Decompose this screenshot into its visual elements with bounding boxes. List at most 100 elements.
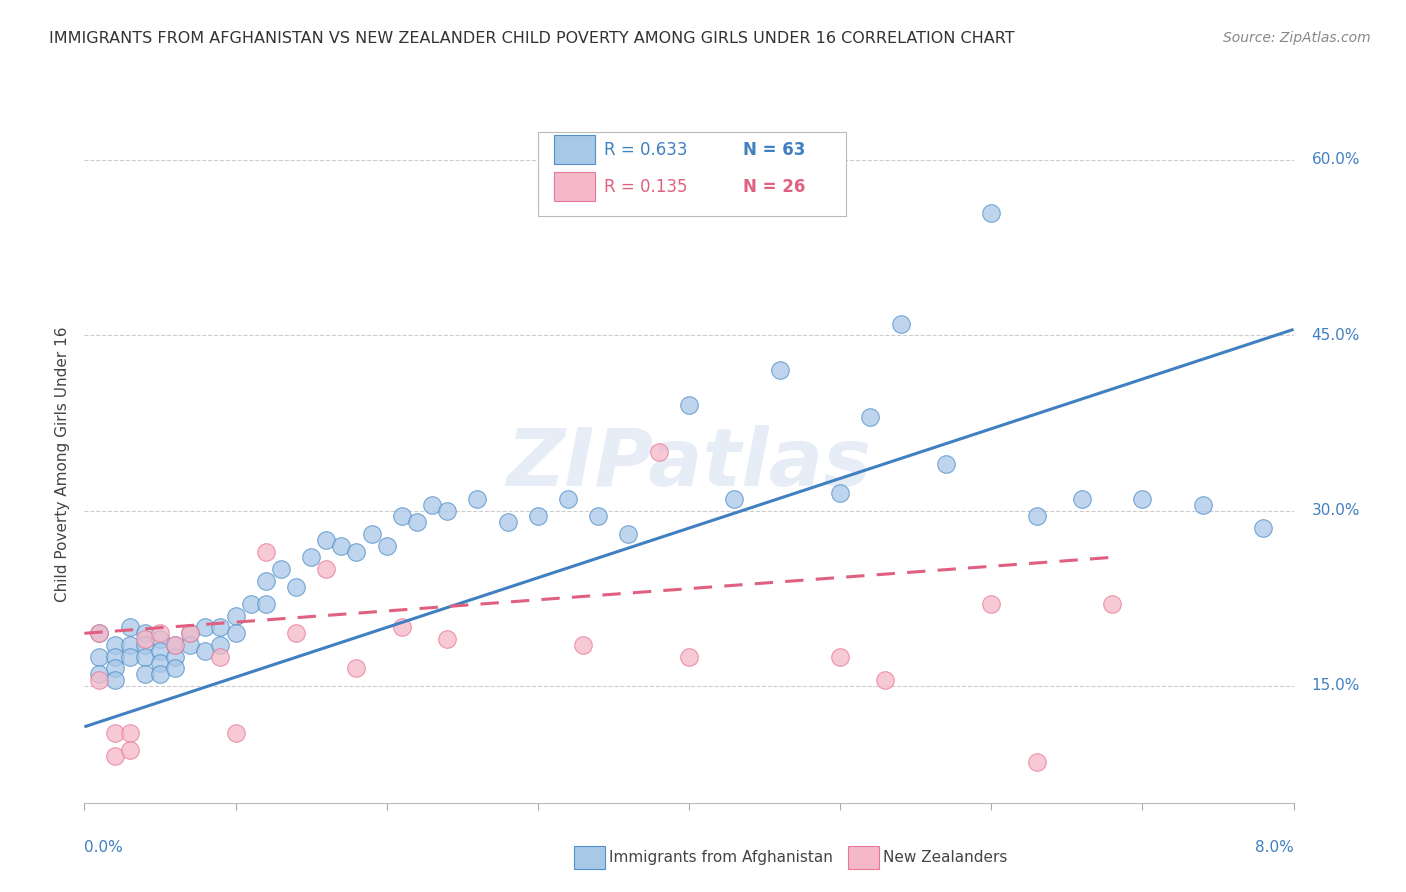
Text: Source: ZipAtlas.com: Source: ZipAtlas.com bbox=[1223, 31, 1371, 45]
Point bbox=[89, 667, 111, 681]
Point bbox=[527, 509, 550, 524]
Point bbox=[830, 649, 852, 664]
Point bbox=[420, 498, 443, 512]
Point bbox=[1025, 509, 1047, 524]
Point bbox=[134, 667, 156, 681]
Point bbox=[572, 638, 595, 652]
Point bbox=[134, 649, 156, 664]
Point bbox=[89, 626, 111, 640]
Point bbox=[299, 550, 322, 565]
Point bbox=[346, 661, 368, 675]
Point bbox=[1101, 597, 1123, 611]
Point bbox=[769, 363, 792, 377]
Point bbox=[391, 620, 413, 634]
Text: R = 0.135: R = 0.135 bbox=[605, 178, 688, 196]
Point bbox=[104, 725, 127, 739]
FancyBboxPatch shape bbox=[574, 846, 605, 869]
Text: N = 26: N = 26 bbox=[744, 178, 806, 196]
Point bbox=[830, 486, 852, 500]
Text: IMMIGRANTS FROM AFGHANISTAN VS NEW ZEALANDER CHILD POVERTY AMONG GIRLS UNDER 16 : IMMIGRANTS FROM AFGHANISTAN VS NEW ZEALA… bbox=[49, 31, 1015, 46]
Point bbox=[225, 626, 247, 640]
Point bbox=[149, 656, 172, 670]
Point bbox=[194, 644, 217, 658]
Point bbox=[254, 574, 277, 588]
Point bbox=[980, 597, 1002, 611]
Text: 30.0%: 30.0% bbox=[1312, 503, 1360, 518]
Point bbox=[436, 632, 458, 647]
Text: 60.0%: 60.0% bbox=[1312, 153, 1360, 168]
FancyBboxPatch shape bbox=[554, 135, 595, 163]
Point bbox=[225, 608, 247, 623]
Text: New Zealanders: New Zealanders bbox=[883, 850, 1007, 864]
Point bbox=[890, 317, 912, 331]
Point bbox=[118, 743, 141, 757]
Point bbox=[104, 673, 127, 687]
Point bbox=[647, 445, 671, 459]
Point bbox=[104, 749, 127, 764]
Point bbox=[89, 673, 111, 687]
Point bbox=[1192, 498, 1215, 512]
Text: 45.0%: 45.0% bbox=[1312, 327, 1360, 343]
Point bbox=[391, 509, 413, 524]
Point bbox=[617, 527, 640, 541]
FancyBboxPatch shape bbox=[848, 846, 879, 869]
Point bbox=[1251, 521, 1274, 535]
Point bbox=[134, 626, 156, 640]
Point bbox=[165, 649, 187, 664]
Point bbox=[330, 539, 353, 553]
Point bbox=[165, 638, 187, 652]
Point bbox=[557, 491, 579, 506]
Point bbox=[209, 649, 232, 664]
Point bbox=[89, 649, 111, 664]
Point bbox=[104, 661, 127, 675]
Point bbox=[436, 503, 458, 517]
Text: 0.0%: 0.0% bbox=[84, 840, 124, 855]
Point bbox=[89, 626, 111, 640]
Text: N = 63: N = 63 bbox=[744, 141, 806, 159]
Point bbox=[165, 638, 187, 652]
Point bbox=[935, 457, 957, 471]
Point bbox=[239, 597, 262, 611]
Point bbox=[678, 649, 700, 664]
Text: Immigrants from Afghanistan: Immigrants from Afghanistan bbox=[609, 850, 832, 864]
Point bbox=[209, 620, 232, 634]
Point bbox=[1025, 755, 1047, 769]
Point bbox=[134, 638, 156, 652]
Y-axis label: Child Poverty Among Girls Under 16: Child Poverty Among Girls Under 16 bbox=[55, 326, 70, 601]
Point bbox=[315, 562, 337, 576]
Point bbox=[165, 661, 187, 675]
Point bbox=[467, 491, 489, 506]
Point bbox=[179, 626, 201, 640]
Point bbox=[588, 509, 610, 524]
Point bbox=[104, 649, 127, 664]
Point bbox=[360, 527, 382, 541]
Point bbox=[149, 626, 172, 640]
Point bbox=[149, 667, 172, 681]
Point bbox=[678, 398, 700, 412]
Point bbox=[179, 638, 201, 652]
Text: R = 0.633: R = 0.633 bbox=[605, 141, 688, 159]
Point bbox=[179, 626, 201, 640]
Point bbox=[270, 562, 292, 576]
Point bbox=[1071, 491, 1094, 506]
Point bbox=[149, 632, 172, 647]
Point bbox=[723, 491, 745, 506]
Point bbox=[1132, 491, 1154, 506]
Point bbox=[118, 725, 141, 739]
Point bbox=[225, 725, 247, 739]
Text: ZIPatlas: ZIPatlas bbox=[506, 425, 872, 503]
Point bbox=[346, 544, 368, 558]
Point bbox=[254, 597, 277, 611]
Point bbox=[104, 638, 127, 652]
Point bbox=[134, 632, 156, 647]
Point bbox=[875, 673, 897, 687]
Point bbox=[149, 644, 172, 658]
Point bbox=[859, 410, 882, 425]
Point bbox=[254, 544, 277, 558]
Point bbox=[284, 626, 308, 640]
Text: 15.0%: 15.0% bbox=[1312, 679, 1360, 693]
Point bbox=[209, 638, 232, 652]
FancyBboxPatch shape bbox=[538, 132, 846, 217]
Point bbox=[315, 533, 337, 547]
FancyBboxPatch shape bbox=[554, 172, 595, 201]
